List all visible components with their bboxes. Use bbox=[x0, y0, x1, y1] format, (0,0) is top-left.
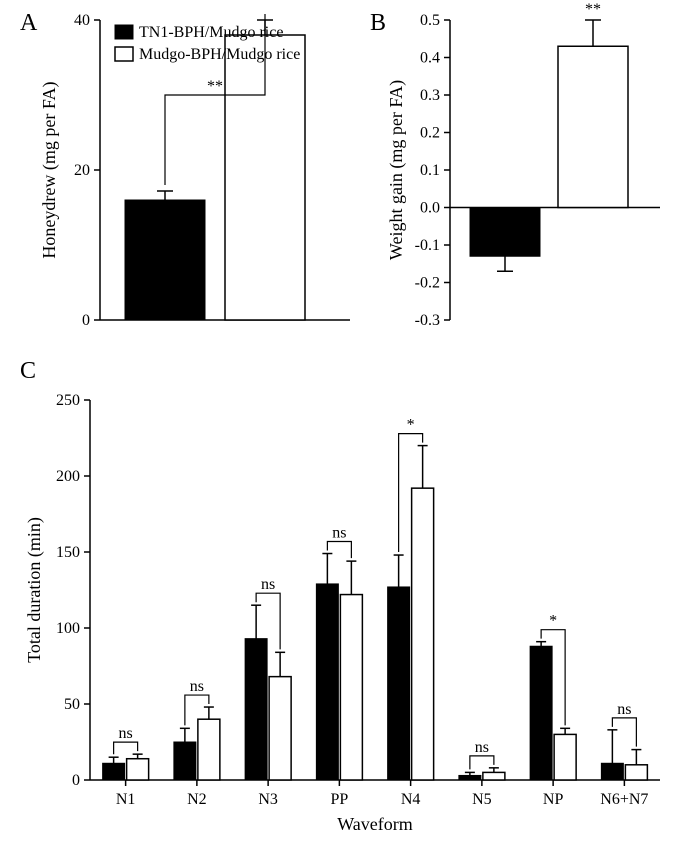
chart-c-bar bbox=[554, 734, 576, 780]
chart-c-bar bbox=[601, 763, 623, 780]
chart-c-bar bbox=[625, 765, 647, 780]
chart-c-xtick: PP bbox=[330, 791, 348, 808]
chart-c-sig: ns bbox=[475, 739, 489, 756]
chart-c-sig: * bbox=[407, 417, 415, 434]
chart-c-bar bbox=[388, 587, 410, 780]
chart-c-ytick: 250 bbox=[56, 392, 80, 409]
chart-c-bar bbox=[127, 759, 149, 780]
chart-c-sig: ns bbox=[332, 525, 346, 542]
chart-c-bar bbox=[174, 742, 196, 780]
chart-c-bar bbox=[103, 763, 125, 780]
chart-c-ytick: 0 bbox=[72, 772, 80, 789]
chart-c-sig: ns bbox=[261, 576, 275, 593]
chart-c-bar bbox=[198, 719, 220, 780]
chart-c-ytick: 50 bbox=[64, 696, 80, 713]
chart-c-xtick: N4 bbox=[401, 791, 421, 808]
chart-c: 0 50 100 150 200 250 Total duration (min) N1 ns N… bbox=[0, 0, 685, 863]
chart-c-xtick: N6+N7 bbox=[600, 791, 648, 808]
chart-c-sig: * bbox=[549, 613, 557, 630]
chart-c-xtick: NP bbox=[543, 791, 564, 808]
chart-c-xtick: N2 bbox=[187, 791, 207, 808]
chart-c-bar bbox=[459, 775, 481, 780]
chart-c-bar bbox=[412, 488, 434, 780]
chart-c-sig: ns bbox=[617, 701, 631, 718]
chart-c-ylabel: Total duration (min) bbox=[24, 517, 45, 663]
chart-c-bar bbox=[483, 772, 505, 780]
chart-c-ytick: 200 bbox=[56, 468, 80, 485]
chart-c-sig: ns bbox=[119, 725, 133, 742]
chart-c-xtick: N3 bbox=[258, 791, 278, 808]
chart-c-bar bbox=[530, 646, 552, 780]
chart-c-xlabel: Waveform bbox=[337, 814, 413, 834]
chart-c-ytick: 150 bbox=[56, 544, 80, 561]
chart-c-bar bbox=[245, 639, 267, 780]
chart-c-bar bbox=[316, 584, 338, 780]
chart-c-bar bbox=[269, 677, 291, 780]
chart-c-xtick: N1 bbox=[116, 791, 136, 808]
chart-c-bar bbox=[340, 595, 362, 780]
chart-c-xtick: N5 bbox=[472, 791, 492, 808]
chart-c-sig: ns bbox=[190, 678, 204, 695]
chart-c-ytick: 100 bbox=[56, 620, 80, 637]
